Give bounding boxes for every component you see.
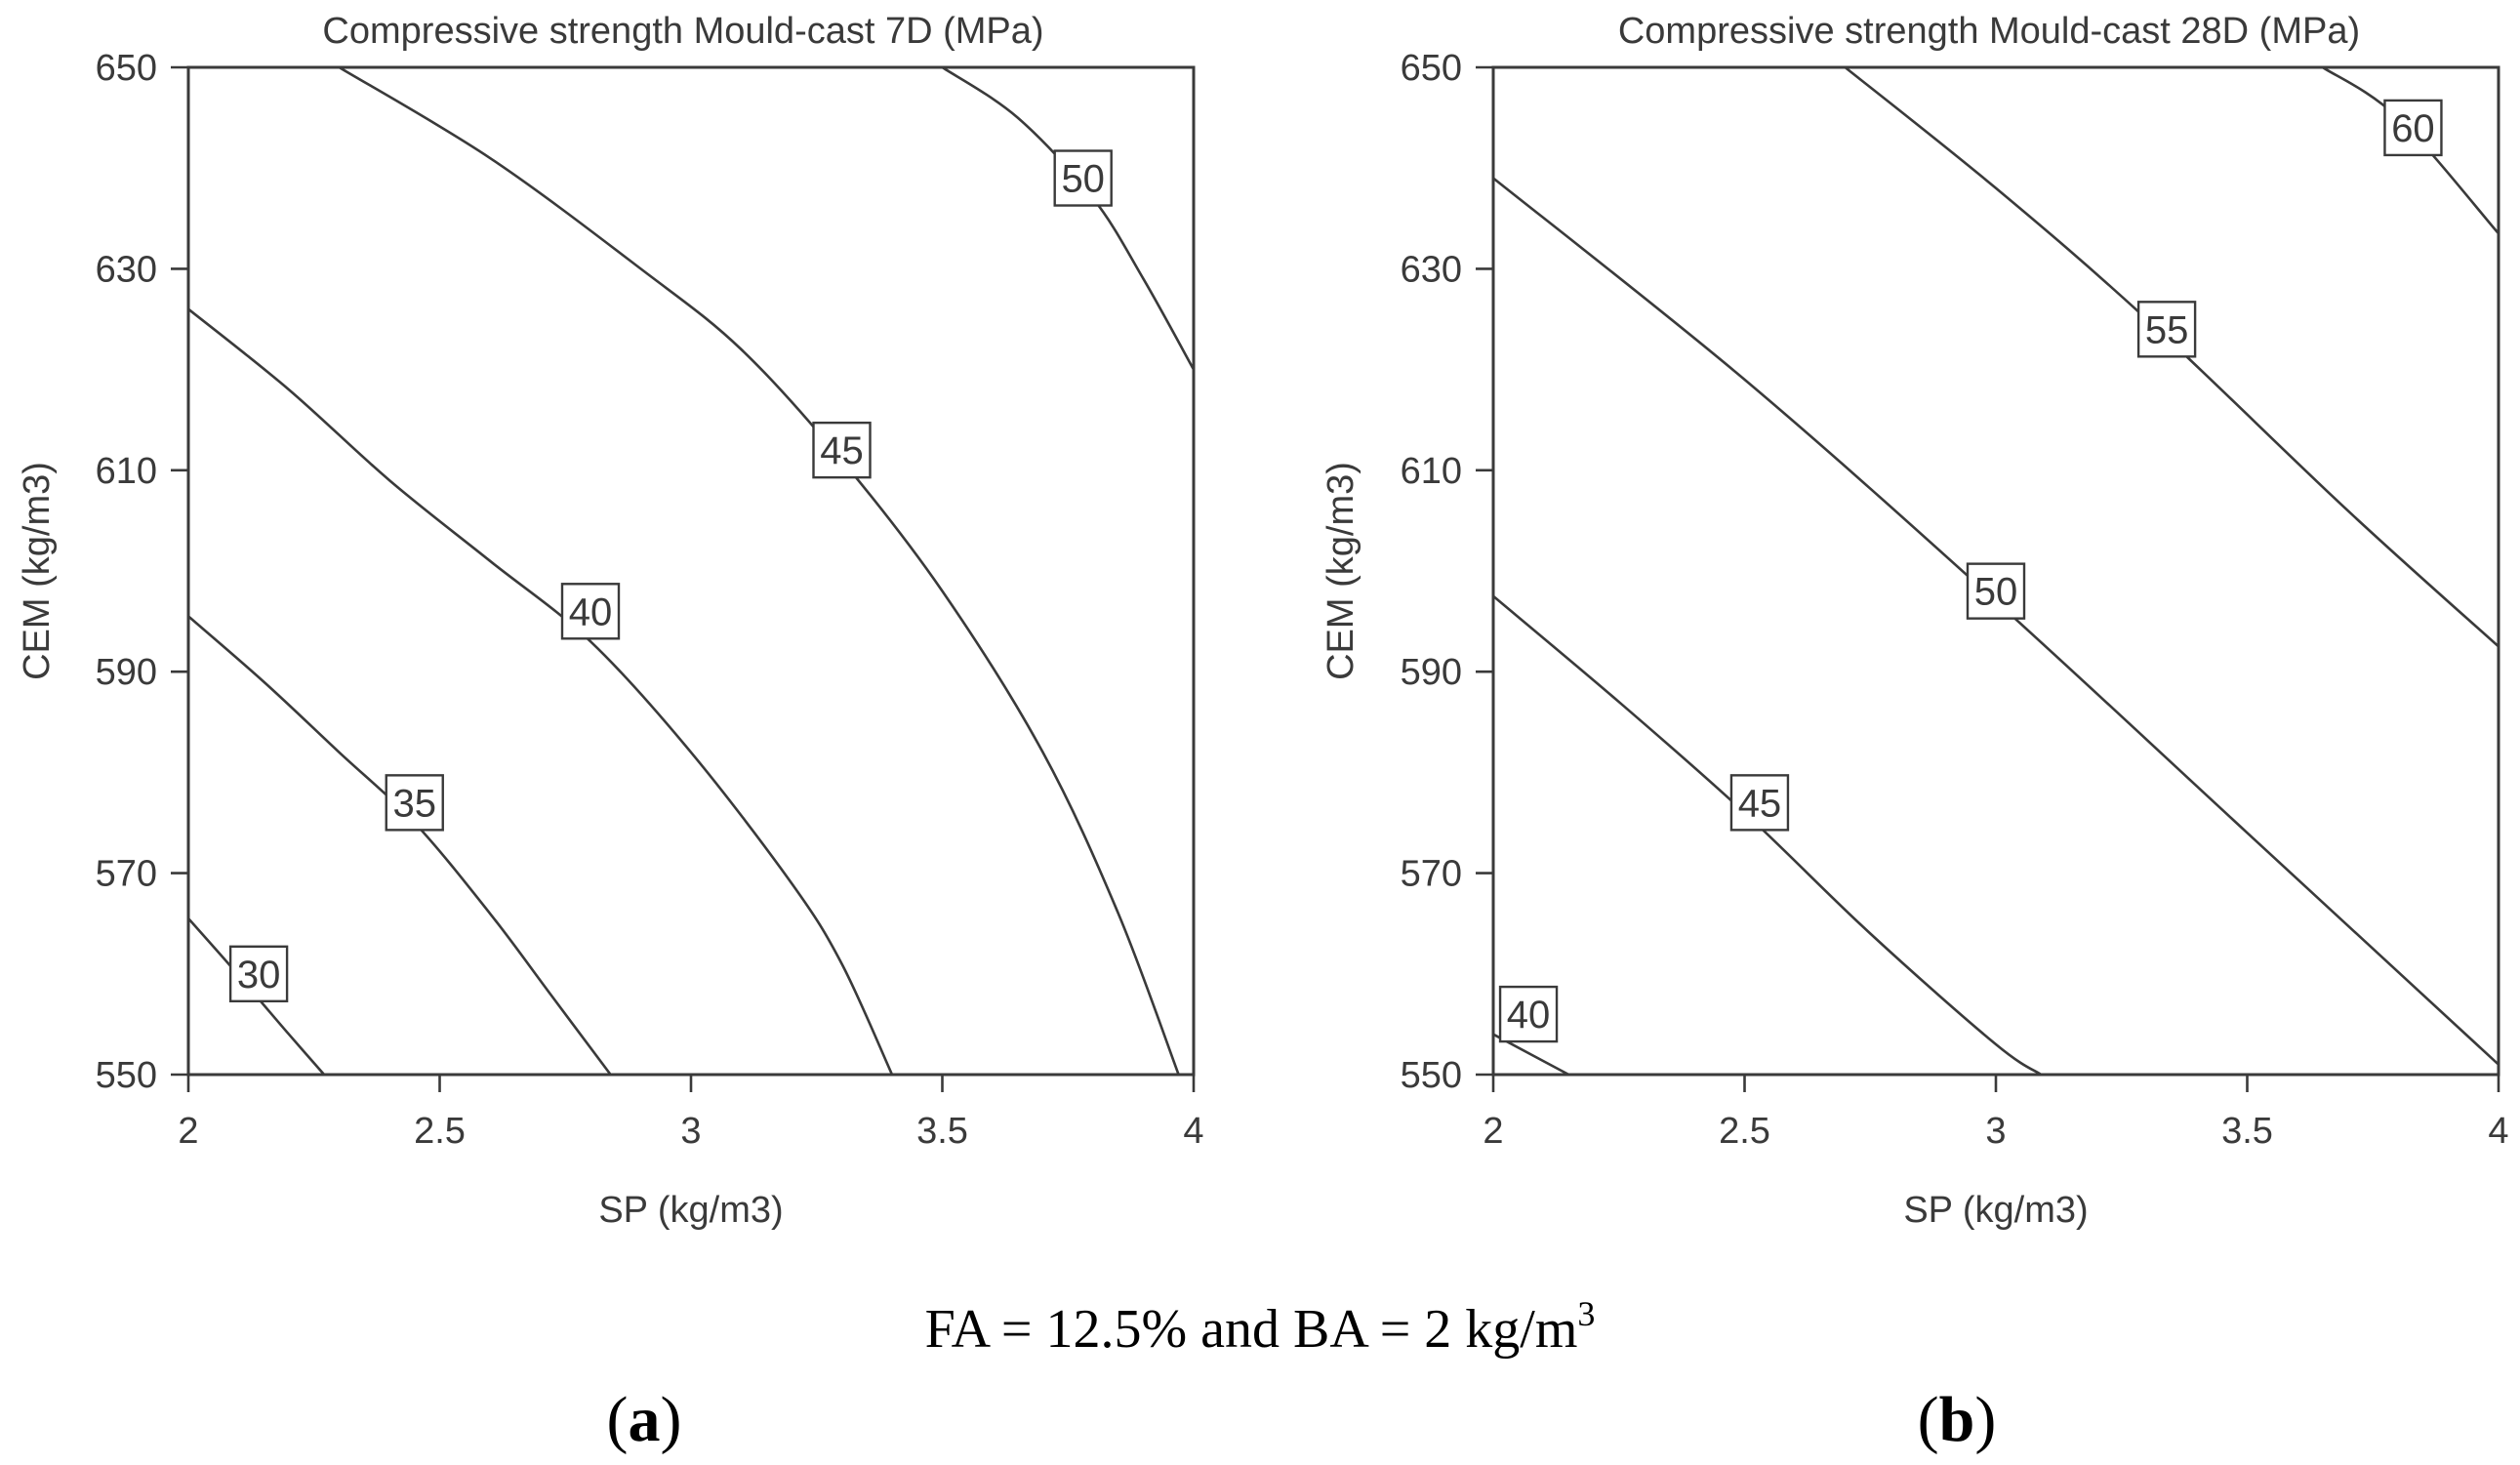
- contour-labels: 40 45 50 55 60: [1498, 99, 2443, 1043]
- y-tick-label: 590: [1401, 652, 1462, 693]
- contour-label-text: 45: [820, 429, 864, 472]
- y-tick-label: 570: [1401, 854, 1462, 895]
- plot-frame: [186, 65, 1196, 1077]
- y-tick-label: 630: [1401, 249, 1462, 290]
- contour-label-60: 60: [2383, 99, 2443, 157]
- x-tick-label: 3: [1985, 1111, 2006, 1152]
- y-tick-label: 590: [96, 652, 157, 693]
- panel-label-b: (b): [1918, 1384, 1997, 1455]
- contour-label-box: [1053, 149, 1113, 207]
- panel-label-a: (a): [607, 1384, 682, 1455]
- contour-label-55: 55: [2136, 301, 2197, 358]
- x-tick-label: 2: [178, 1111, 198, 1152]
- y-tick-label: 570: [96, 854, 157, 895]
- contour-labels: 30 35 40 45 50: [228, 149, 1113, 1002]
- y-tick-label: 650: [1401, 48, 1462, 89]
- contour-label-box: [560, 583, 621, 640]
- contour-label-box: [1498, 985, 1559, 1043]
- x-tick-label: 4: [1183, 1111, 1203, 1152]
- x-tick-label: 2.5: [1719, 1111, 1770, 1152]
- contour-line-45: [1492, 594, 2043, 1077]
- y-tick-label: 550: [1401, 1055, 1462, 1096]
- y-axis-label: CEM (kg/m3): [17, 462, 58, 680]
- x-tick-label: 3: [680, 1111, 701, 1152]
- chart-title: Compressive strength Mould-cast 28D (MPa…: [1618, 11, 2360, 52]
- x-tick-label: 3.5: [2221, 1111, 2273, 1152]
- contour-label-30: 30: [228, 945, 289, 1002]
- contour-label-box: [2383, 99, 2443, 157]
- figure-caption: FA = 12.5% and BA = 2 kg/m3: [925, 1294, 1596, 1360]
- contour-label-box: [812, 421, 872, 479]
- x-axis-label: SP (kg/m3): [598, 1190, 783, 1231]
- contour-label-text: 40: [569, 590, 613, 633]
- x-tick-label: 2: [1483, 1111, 1503, 1152]
- y-tick-label: 550: [96, 1055, 157, 1096]
- contour-label-text: 60: [2391, 107, 2435, 150]
- chart-title: Compressive strength Mould-cast 7D (MPa): [322, 11, 1043, 52]
- x-tick-label: 2.5: [414, 1111, 466, 1152]
- y-tick-label: 610: [96, 451, 157, 492]
- contour-label-text: 40: [1507, 994, 1551, 1037]
- contour-label-40: 40: [560, 583, 621, 640]
- caption-superscript: 3: [1577, 1294, 1595, 1333]
- contour-label-text: 50: [1974, 571, 2018, 614]
- panel-a: Compressive strength Mould-cast 7D (MPa)…: [17, 11, 1204, 1231]
- contour-label-35: 35: [385, 774, 444, 832]
- x-tick-label: 3.5: [916, 1111, 968, 1152]
- x-axis-label: SP (kg/m3): [1903, 1190, 2088, 1231]
- y-tick-label: 630: [96, 249, 157, 290]
- contour-line-40: [1492, 1033, 1569, 1077]
- caption-text: FA = 12.5% and BA = 2 kg/m: [925, 1299, 1578, 1360]
- y-tick-label: 610: [1401, 451, 1462, 492]
- contour-label-50: 50: [1053, 149, 1113, 207]
- x-tick-label: 4: [2488, 1111, 2508, 1152]
- contour-label-box: [2136, 301, 2197, 358]
- contour-label-45: 45: [812, 421, 872, 479]
- y-tick-label: 650: [96, 48, 157, 89]
- y-axis-label: CEM (kg/m3): [1321, 462, 1362, 680]
- panel-b: Compressive strength Mould-cast 28D (MPa…: [1321, 11, 2509, 1231]
- contour-label-box: [1729, 774, 1790, 832]
- contour-label-box: [1966, 562, 2026, 620]
- contour-label-text: 30: [237, 954, 281, 997]
- contour-label-text: 55: [2145, 308, 2189, 351]
- contour-label-50: 50: [1966, 562, 2026, 620]
- contour-label-box: [385, 774, 444, 832]
- contour-label-40: 40: [1498, 985, 1559, 1043]
- contour-line-40: [187, 307, 894, 1076]
- contour-label-text: 35: [393, 782, 437, 825]
- contour-label-text: 50: [1061, 158, 1105, 201]
- contour-label-box: [228, 945, 289, 1002]
- contour-label-text: 45: [1738, 782, 1782, 825]
- contour-label-45: 45: [1729, 774, 1790, 832]
